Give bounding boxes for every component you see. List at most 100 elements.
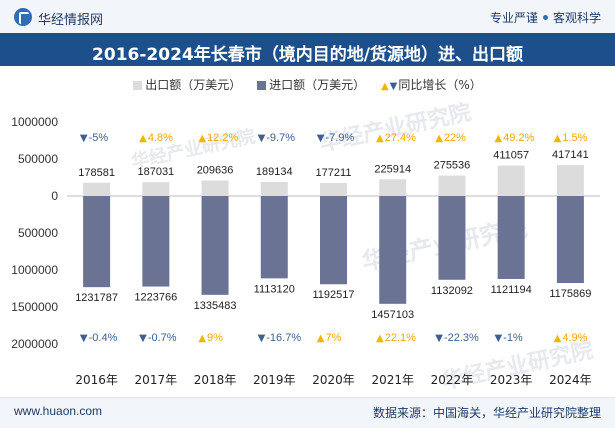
export-growth-label: 27.4% [385, 132, 416, 144]
growth-up-triangle-icon: ▲ [198, 333, 206, 344]
export-value-label: 417141 [552, 149, 589, 161]
import-bar [438, 196, 466, 280]
legend-item-growth: ▲▼同比增长（%） [381, 76, 482, 93]
y-tick-label: 0 [51, 189, 58, 203]
y-tick-label: 1500000 [11, 300, 58, 314]
export-growth-label: 22% [444, 132, 466, 144]
legend-label-export: 出口额（万美元） [145, 78, 242, 92]
import-bar [201, 196, 229, 295]
growth-up-triangle-icon: ▲ [554, 333, 562, 344]
title-bar [0, 33, 615, 66]
export-value-label: 177211 [316, 167, 352, 179]
export-growth-label: 1.5% [562, 132, 587, 144]
export-bar [497, 165, 525, 196]
growth-up-triangle-icon: ▲ [435, 133, 443, 144]
import-bar [379, 196, 407, 304]
legend-item-import: 进口额（万美元） [257, 76, 365, 93]
import-growth-label: -0.7% [148, 332, 177, 344]
export-growth-label: -7.9% [326, 132, 355, 144]
legend-label-import: 进口额（万美元） [269, 78, 366, 92]
down-triangle-icon: ▼ [389, 81, 398, 92]
export-value-label: 225914 [374, 163, 411, 175]
import-bar [556, 196, 584, 284]
y-tick-label: 500000 [18, 226, 58, 240]
import-growth-label: -22.3% [444, 332, 479, 344]
y-tick-label: 500000 [18, 152, 58, 166]
x-category-label: 2018年 [194, 373, 237, 387]
footer-bar [0, 397, 615, 428]
export-value-label: 411057 [493, 150, 529, 162]
x-category-label: 2023年 [490, 373, 533, 387]
export-value-label: 187031 [137, 166, 174, 178]
growth-up-triangle-icon: ▲ [198, 133, 206, 144]
tagline-left: 专业严谨 [489, 11, 538, 25]
export-bar [260, 182, 288, 196]
footer-source: 数据来源：中国海关，华经产业研究院整理 [372, 406, 601, 420]
legend-label-growth: 同比增长（%） [398, 78, 482, 92]
x-category-label: 2024年 [549, 373, 592, 387]
import-value-label: 1132092 [431, 285, 473, 297]
export-bar [320, 182, 347, 196]
import-growth-label: 7% [326, 332, 342, 344]
legend-swatch-export [133, 81, 143, 90]
dot-separator-icon [542, 15, 548, 20]
export-value-label: 275536 [434, 160, 471, 172]
growth-down-triangle-icon: ▼ [494, 333, 502, 344]
import-growth-label: -16.7% [266, 332, 301, 344]
x-category-label: 2016年 [75, 373, 118, 387]
growth-down-triangle-icon: ▼ [139, 333, 147, 344]
import-growth-label: -1% [503, 332, 523, 344]
export-bar [438, 175, 466, 196]
growth-up-triangle-icon: ▲ [554, 133, 562, 144]
export-value-label: 209636 [197, 164, 234, 176]
growth-up-triangle-icon: ▲ [494, 133, 502, 144]
x-category-label: 2022年 [431, 373, 474, 387]
header-tagline: 专业严谨 客观科学 [490, 9, 601, 26]
import-growth-label: 22.1% [385, 332, 416, 344]
export-growth-label: 49.2% [503, 132, 534, 144]
chart-legend: 出口额（万美元） 进口额（万美元） ▲▼同比增长（%） [0, 76, 615, 93]
growth-down-triangle-icon: ▼ [80, 133, 88, 144]
y-tick-label: 2000000 [11, 337, 58, 351]
export-value-label: 189134 [256, 166, 293, 178]
import-bar [260, 196, 288, 279]
import-bar [320, 196, 347, 285]
chart-canvas: 1000000 500000 0 500000 1000000 1500000 200000… [11, 115, 600, 387]
import-bar [497, 196, 525, 279]
y-tick-label: 1000000 [11, 115, 58, 129]
export-bar [142, 182, 170, 196]
x-category-label: 2020年 [312, 373, 355, 387]
import-value-label: 1223766 [134, 292, 177, 304]
import-growth-label: 9% [207, 332, 223, 344]
import-value-label: 1192517 [312, 289, 354, 301]
export-bar [379, 179, 407, 196]
import-growth-label: -0.4% [89, 332, 118, 344]
import-value-label: 1457103 [371, 309, 414, 321]
export-bar [556, 165, 584, 196]
growth-down-triangle-icon: ▼ [435, 333, 443, 344]
footer-website-link[interactable]: www.huaon.com [14, 404, 103, 418]
import-value-label: 1121194 [491, 284, 532, 296]
import-bar [142, 196, 170, 287]
import-value-label: 1113120 [254, 283, 295, 295]
export-growth-label: -9.7% [266, 132, 295, 144]
export-growth-label: -5% [89, 132, 109, 144]
brand-logo-icon [14, 8, 32, 26]
x-category-label: 2017年 [135, 373, 178, 387]
y-tick-label: 1000000 [11, 263, 58, 277]
import-value-label: 1231787 [75, 292, 118, 304]
up-triangle-icon: ▲ [380, 81, 389, 92]
import-growth-label: 4.9% [562, 332, 587, 344]
import-value-label: 1335483 [194, 300, 237, 312]
export-value-label: 178581 [78, 167, 115, 179]
legend-item-export: 出口额（万美元） [133, 76, 241, 93]
chart-title: 2016-2024年长春市（境内目的地/货源地）进、出口额 [92, 45, 523, 65]
import-value-label: 1175869 [549, 288, 591, 300]
brand-name[interactable]: 华经情报网 [38, 13, 104, 28]
growth-down-triangle-icon: ▼ [317, 133, 325, 144]
export-bar [83, 182, 111, 196]
growth-down-triangle-icon: ▼ [258, 133, 266, 144]
export-growth-label: 4.8% [148, 132, 173, 144]
growth-up-triangle-icon: ▲ [376, 333, 384, 344]
import-bar [83, 196, 111, 288]
